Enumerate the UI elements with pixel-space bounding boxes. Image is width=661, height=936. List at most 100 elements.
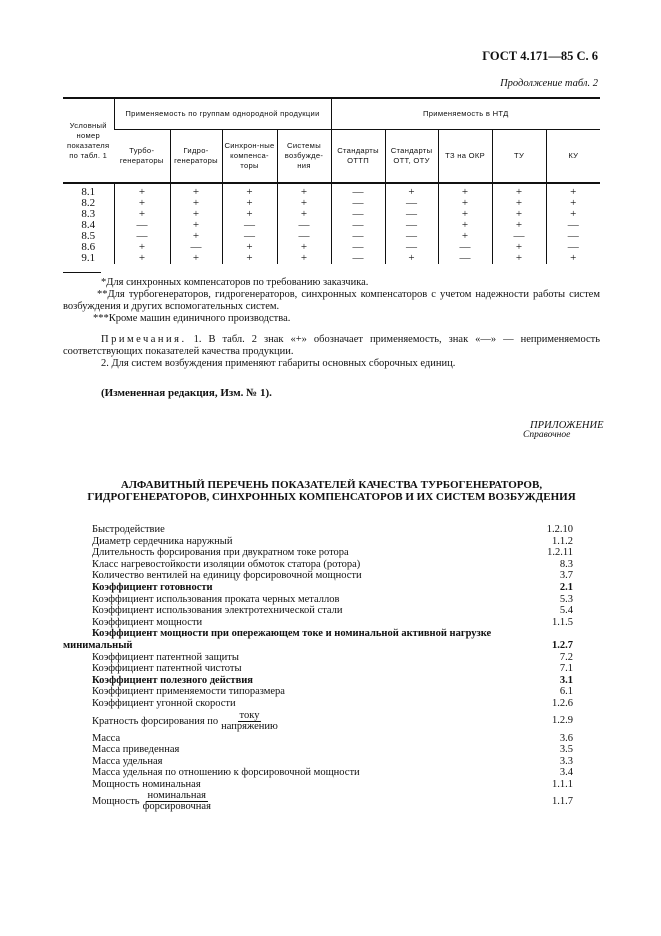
applicability-cell: + <box>221 242 277 253</box>
index-entry-text: Масса удельная <box>92 755 163 767</box>
index-entry-label: Коэффициент патентной защиты <box>92 652 239 664</box>
index-entry-label: Коэффициент мощности <box>92 617 202 629</box>
index-entry-label: Мощность номинальная <box>92 779 201 791</box>
index-entry-text: Мощность <box>92 796 140 808</box>
index-entry-text: Коэффициент готовности <box>92 581 213 593</box>
index-entry-text: Мощность номинальная <box>92 778 201 790</box>
index-entry-text: Коэффициент использования проката черных… <box>92 593 340 605</box>
applicability-cell: + <box>437 198 493 209</box>
applicability-cell: + <box>545 209 601 220</box>
applicability-cell: — <box>113 220 170 231</box>
fraction: току напряжению <box>221 710 278 732</box>
applicability-cell: + <box>169 209 222 220</box>
index-entry-number: 1.1.2 <box>552 535 573 547</box>
row-id: 8.6 <box>81 241 96 253</box>
revision-note: (Измененная редакция, Изм. № 1). <box>101 387 272 399</box>
applicability-cell: — <box>491 231 547 242</box>
applicability-cell: — <box>545 242 601 253</box>
applicability-cell: — <box>384 220 439 231</box>
index-entry-text: Коэффициент использования электротехниче… <box>92 605 343 617</box>
header-group-ntd: Применяемость в НТД <box>330 98 601 130</box>
applicability-cell: + <box>276 183 332 198</box>
applicability-cell: + <box>113 198 170 209</box>
index-entry-number: 6.1 <box>559 686 573 698</box>
applicability-cell: + <box>169 183 222 198</box>
applicability-cell: + <box>437 231 493 242</box>
index-entry: Коэффициент полезного действия 3.1 <box>63 675 573 687</box>
applicability-cell: + <box>276 209 332 220</box>
index-entry: Масса 3.6 <box>63 733 573 745</box>
applicability-cell: + <box>276 253 332 264</box>
index-entry-number: 5.4 <box>559 605 573 617</box>
index-entry-label: Коэффициент использования проката черных… <box>92 594 339 606</box>
index-entry-label: Класс нагревостойкости изоляции обмоток … <box>92 559 360 571</box>
index-entry-number: 2.1 <box>559 581 573 593</box>
fraction-numerator: номинальная <box>145 790 208 803</box>
fraction-denominator: форсировочная <box>142 801 211 813</box>
applicability-cell: + <box>384 253 439 264</box>
page-header: ГОСТ 4.171—85 С. 6 <box>482 49 598 63</box>
index-entry: Коэффициент мощности 1.1.5 <box>63 617 573 629</box>
note-1-text: 1. В табл. 2 знак «+» обозначает применя… <box>63 334 600 357</box>
index-entry-label: Длительность форсирования при двукратном… <box>92 547 349 559</box>
index-entry-text: Количество вентилей на единицу форсирово… <box>92 570 362 582</box>
index-entry: Коэффициент патентной чистоты 7.1 <box>63 663 573 675</box>
index-entry-number: 1.2.9 <box>552 715 573 727</box>
index-entry-label: Масса приведенная <box>92 744 179 756</box>
row-id: 9.1 <box>81 252 96 264</box>
table-row: 8.6 + — + + — — — + — <box>63 241 601 253</box>
index-entry: Коэффициент применяемости типоразмера 6.1 <box>63 686 573 698</box>
index-entry-label: Диаметр сердечника наружный <box>92 536 232 548</box>
fraction: номинальная форсировочная <box>142 790 211 813</box>
applicability-cell: + <box>491 209 547 220</box>
index-entry-label: Кратность форсирования по току напряжению <box>92 710 278 732</box>
index-entry: Масса удельная 3.3 <box>63 756 573 768</box>
index-entry-number: 1.2.6 <box>552 697 573 709</box>
applicability-cell: — <box>169 242 222 253</box>
applicability-cell: — <box>545 220 601 231</box>
index-entry: Коэффициент угонной скорости 1.2.6 <box>63 698 573 710</box>
applicability-cell: — <box>330 198 386 209</box>
appendix-title: АЛФАВИТНЫЙ ПЕРЕЧЕНЬ ПОКАЗАТЕЛЕЙ КАЧЕСТВА… <box>63 479 600 503</box>
index-entry-number: 3.3 <box>559 755 573 767</box>
applicability-cell: — <box>330 209 386 220</box>
index-entry-label: Коэффициент угонной скорости <box>92 698 236 710</box>
applicability-cell: + <box>221 183 277 198</box>
index-entry: Быстродействие 1.2.10 <box>63 524 573 536</box>
index-entry-text: Коэффициент мощности при опережающем ток… <box>92 628 492 640</box>
row-id: 8.3 <box>81 208 96 220</box>
column-header: ТУ <box>491 129 547 183</box>
index-entry-label: Коэффициент готовности <box>92 582 213 594</box>
appendix-label: ПРИЛОЖЕНИЕ <box>530 420 604 431</box>
column-header: ТЗ на ОКР <box>437 129 493 183</box>
applicability-cell: — <box>545 231 601 242</box>
index-entry-label: Мощность номинальная форсировочная <box>92 790 211 813</box>
index-entry-label: Быстродействие <box>92 524 165 536</box>
applicability-cell: + <box>113 242 170 253</box>
applicability-cell: + <box>169 220 222 231</box>
index-entry-label: Количество вентилей на единицу форсирово… <box>92 570 362 582</box>
row-id: 8.2 <box>81 197 96 209</box>
applicability-cell: — <box>330 183 386 198</box>
applicability-cell: + <box>545 253 601 264</box>
applicability-cell: + <box>491 253 547 264</box>
applicability-cell: + <box>545 183 601 198</box>
index-entry-text: Коэффициент патентной чистоты <box>92 663 242 675</box>
appendix-type: Справочное <box>523 430 571 440</box>
column-header: Системы возбужде-ния <box>276 129 332 183</box>
alphabetical-index: Быстродействие 1.2.10 Диаметр сердечника н… <box>63 524 573 813</box>
index-entry-number: 1.1.1 <box>552 778 573 790</box>
applicability-cell: — <box>276 220 332 231</box>
applicability-table: Условный номер показателя по табл. 1 При… <box>63 97 601 264</box>
applicability-cell: + <box>169 231 222 242</box>
column-header: Стандарты ОТТ, ОТУ <box>384 129 439 183</box>
column-header: КУ <box>545 129 601 183</box>
index-entry-number: 8.3 <box>559 558 573 570</box>
index-entry: Коэффициент использования проката черных… <box>63 594 573 606</box>
header-indicator-number: Условный номер показателя по табл. 1 <box>67 120 110 160</box>
column-header: Стандарты ОТТП <box>330 129 386 183</box>
index-entry: Коэффициент использования электротехниче… <box>63 605 573 617</box>
applicability-cell: + <box>545 198 601 209</box>
row-id: 8.1 <box>81 186 96 198</box>
index-entry-number: 3.6 <box>559 732 573 744</box>
